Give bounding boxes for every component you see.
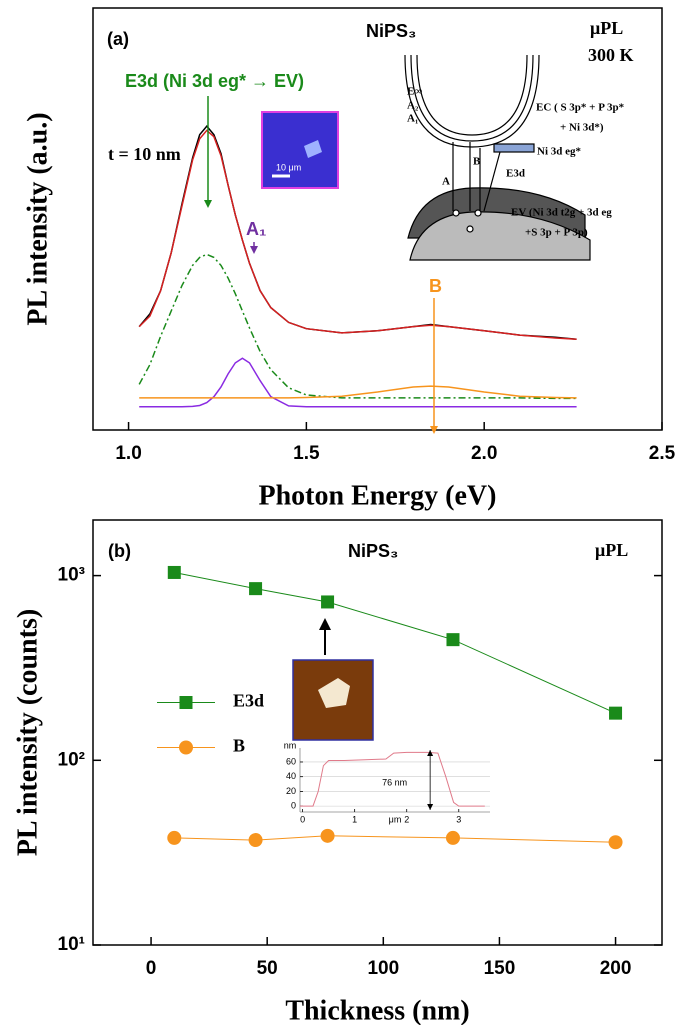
series-line xyxy=(139,357,577,408)
annotation: + Ni 3d*) xyxy=(560,122,604,134)
annotation: NiPS₃ xyxy=(366,21,416,41)
peak-arrowhead xyxy=(204,200,212,208)
series-line xyxy=(138,129,577,341)
x-tick-label: 2 xyxy=(404,814,409,824)
annotation: 10 μm xyxy=(276,162,301,172)
annotation: A₁ xyxy=(407,113,418,125)
annotation: μPL xyxy=(595,540,628,560)
flake xyxy=(304,140,322,158)
x-tick-label: 50 xyxy=(257,958,278,979)
marker xyxy=(248,833,263,848)
x-axis-title: Photon Energy (eV) xyxy=(259,480,497,511)
annotation: A₂ xyxy=(407,100,419,112)
peak-arrowhead xyxy=(250,246,258,254)
afm-flake xyxy=(318,678,350,708)
legend-marker xyxy=(179,696,193,709)
annotation: EC ( S 3p* + P 3p* xyxy=(536,102,625,114)
peak-label: E3d (Ni 3d eg* → EV) xyxy=(125,71,304,91)
marker xyxy=(609,706,623,720)
annotation: E∞ xyxy=(407,86,422,98)
legend-marker xyxy=(179,740,193,755)
x-tick-label: 0 xyxy=(300,814,305,824)
x-tick-label: 2.0 xyxy=(471,443,497,464)
series-line xyxy=(138,253,577,400)
annotation: Ni 3d eg* xyxy=(537,146,582,158)
x-tick-label: 150 xyxy=(484,958,516,979)
annotation: +S 3p + P 3p) xyxy=(525,227,588,239)
arrowhead xyxy=(319,618,331,630)
marker xyxy=(608,835,623,850)
y-tick-label: 40 xyxy=(286,771,296,781)
dimension-head xyxy=(427,804,434,810)
y-tick-label: 0 xyxy=(291,800,296,810)
series-line xyxy=(300,751,485,807)
annotation: A xyxy=(442,176,450,188)
annotation: t = 10 nm xyxy=(108,144,181,164)
marker xyxy=(446,633,460,647)
peak-label: B xyxy=(429,276,442,296)
legend-label: B xyxy=(233,736,245,756)
x-tick-label: 1.5 xyxy=(293,443,320,464)
plot-frame xyxy=(92,519,663,946)
annotation: B xyxy=(473,156,481,168)
x-tick-label: 0 xyxy=(146,958,157,979)
plot-frame xyxy=(92,7,663,431)
y-tick-label: 20 xyxy=(286,786,296,796)
peak-label: A₁ xyxy=(246,219,266,239)
marker xyxy=(249,582,263,596)
y-axis-title: PL intensity (a.u.) xyxy=(22,112,53,325)
annotation: 76 nm xyxy=(382,777,407,787)
marker xyxy=(320,828,335,843)
annotation: E3d xyxy=(506,168,525,180)
x-tick-label: 2.5 xyxy=(649,443,676,464)
band-diagram xyxy=(404,54,591,261)
x-tick-label: 1.0 xyxy=(115,443,141,464)
annotation: NiPS₃ xyxy=(348,541,398,561)
marker xyxy=(167,830,182,845)
marker xyxy=(445,830,460,845)
y-axis-title: nm xyxy=(284,740,297,750)
annotation: μPL xyxy=(590,18,623,38)
x-tick-label: 1 xyxy=(352,814,357,824)
series-line xyxy=(139,385,577,399)
x-tick-label: 100 xyxy=(367,958,399,979)
annotation: EV (Ni 3d t2g + 3d eg xyxy=(511,207,612,219)
dimension-head xyxy=(427,750,434,756)
y-tick-label: 10³ xyxy=(58,565,85,586)
peak-arrowhead xyxy=(430,426,438,434)
x-axis-title: Thickness (nm) xyxy=(285,995,469,1025)
y-tick-label: 60 xyxy=(286,756,296,766)
x-tick-label: 3 xyxy=(456,814,461,824)
annotation: 300 K xyxy=(588,45,634,65)
y-tick-label: 10¹ xyxy=(58,934,85,955)
y-axis-title: PL intensity (counts) xyxy=(12,609,43,856)
y-tick-label: 10² xyxy=(58,749,85,770)
x-axis-title: μm xyxy=(389,814,402,824)
series-line xyxy=(174,835,616,843)
marker xyxy=(321,595,335,609)
marker xyxy=(167,565,181,579)
annotation: (a) xyxy=(107,29,129,49)
annotation: (b) xyxy=(108,541,131,561)
legend-label: E3d xyxy=(233,691,264,711)
x-tick-label: 200 xyxy=(600,958,632,979)
